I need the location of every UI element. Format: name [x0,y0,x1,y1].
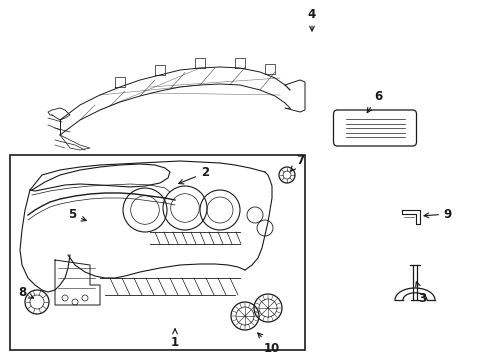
Bar [10,155,305,350]
Text: 1: 1 [171,329,179,348]
Text: 8: 8 [18,285,33,298]
Text: 10: 10 [257,333,280,355]
Text: 4: 4 [307,8,315,31]
Text: 9: 9 [423,207,451,220]
Text: 2: 2 [179,166,209,184]
Text: 5: 5 [68,208,86,221]
Text: 7: 7 [290,153,304,171]
Text: 6: 6 [366,90,381,113]
FancyBboxPatch shape [333,110,416,146]
Text: 3: 3 [415,282,425,305]
